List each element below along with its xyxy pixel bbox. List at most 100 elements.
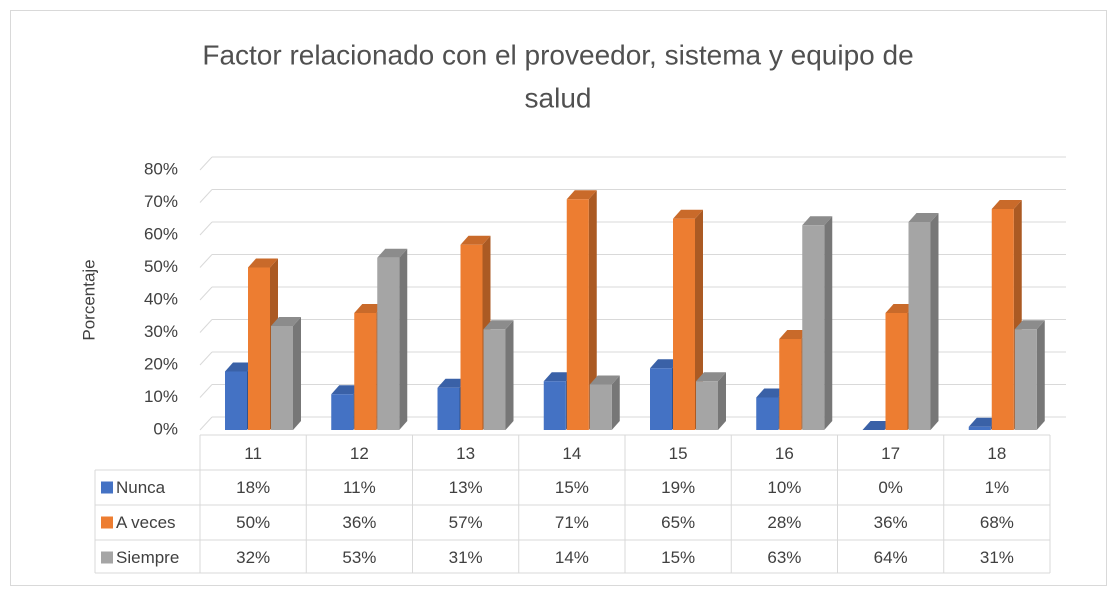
- legend-label: Siempre: [116, 548, 179, 567]
- y-axis-label: Porcentaje: [79, 259, 98, 340]
- bar-top: [460, 235, 491, 245]
- y-tick-label: 10%: [144, 387, 178, 406]
- bar-top: [756, 388, 787, 398]
- y-tick-label: 70%: [144, 192, 178, 211]
- table-value: 36%: [874, 513, 908, 532]
- bar-top: [566, 190, 597, 200]
- grid-line: [199, 156, 213, 171]
- table-value: 1%: [985, 478, 1010, 497]
- x-tick-label: 12: [350, 444, 369, 463]
- bar: [566, 199, 589, 430]
- bar: [885, 313, 908, 430]
- bar-side: [718, 372, 726, 430]
- legend-swatch: [101, 551, 113, 564]
- table-value: 32%: [236, 548, 270, 567]
- bar-top: [673, 209, 703, 219]
- bar-side: [611, 375, 620, 430]
- bar: [696, 381, 718, 430]
- x-tick-label: 11: [244, 444, 262, 463]
- x-tick-label: 18: [987, 444, 1006, 463]
- table-value: 31%: [980, 548, 1014, 567]
- bar-top: [354, 304, 385, 313]
- table-value: 63%: [767, 548, 801, 567]
- bar-top: [589, 375, 620, 385]
- bar-top: [331, 385, 362, 395]
- bar-top: [437, 378, 468, 388]
- bar: [483, 329, 506, 430]
- bar-top: [377, 248, 408, 258]
- bar-side: [824, 216, 833, 430]
- grid-line: [199, 221, 213, 236]
- grid-line: [199, 384, 213, 398]
- bar: [802, 225, 825, 430]
- bar: [377, 257, 400, 430]
- table-value: 36%: [342, 513, 376, 532]
- bar: [225, 371, 247, 430]
- legend-label: Nunca: [116, 478, 166, 497]
- y-tick-label: 0%: [153, 419, 178, 438]
- bar: [673, 218, 695, 430]
- bar: [437, 387, 460, 430]
- table-value: 68%: [980, 513, 1014, 532]
- bar-top: [696, 372, 726, 382]
- x-tick-label: 13: [456, 444, 475, 463]
- bar: [908, 222, 931, 430]
- bar: [354, 313, 377, 430]
- bar-side: [588, 190, 597, 430]
- bar: [650, 368, 672, 430]
- table-value: 15%: [661, 548, 695, 567]
- bar-side: [505, 320, 514, 430]
- grid-line: [199, 416, 213, 431]
- chart-title: salud: [525, 82, 592, 113]
- grid-line: [199, 254, 213, 268]
- bar-side: [293, 317, 301, 430]
- table-value: 65%: [661, 513, 695, 532]
- legend-swatch: [101, 481, 113, 494]
- table-value: 13%: [449, 478, 483, 497]
- bar-top: [885, 304, 916, 313]
- table-value: 11%: [343, 478, 376, 497]
- bar: [543, 381, 566, 430]
- bar: [460, 244, 483, 430]
- table-value: 64%: [874, 548, 908, 567]
- table-value: 18%: [236, 478, 270, 497]
- table-value: 10%: [767, 478, 801, 497]
- y-tick-label: 20%: [144, 354, 178, 373]
- bar-top: [543, 372, 574, 382]
- x-tick-label: 15: [669, 444, 688, 463]
- table-value: 31%: [449, 548, 483, 567]
- bar-top: [991, 200, 1022, 209]
- table-value: 50%: [236, 513, 270, 532]
- table-value: 53%: [342, 548, 376, 567]
- bar-top: [1014, 320, 1045, 330]
- table-value: 15%: [555, 478, 589, 497]
- table-value: 19%: [661, 478, 695, 497]
- bar-top: [862, 421, 893, 430]
- grid-line: [199, 189, 213, 203]
- x-tick-label: 14: [562, 444, 581, 463]
- bar-top: [225, 362, 255, 372]
- bar: [248, 267, 270, 430]
- bar: [991, 209, 1014, 430]
- bar: [756, 397, 779, 430]
- bar-top: [802, 216, 833, 226]
- bar-side: [695, 209, 703, 430]
- bar: [589, 384, 612, 430]
- table-value: 71%: [555, 513, 589, 532]
- y-tick-label: 50%: [144, 257, 178, 276]
- bar-top: [908, 213, 939, 222]
- table-value: 0%: [878, 478, 903, 497]
- bar-side: [930, 213, 939, 430]
- bar-top: [248, 258, 278, 268]
- y-tick-label: 30%: [144, 322, 178, 341]
- bar-top: [968, 417, 999, 427]
- table-value: 57%: [449, 513, 483, 532]
- bar: [968, 426, 991, 430]
- bar-top: [483, 320, 514, 330]
- table-value: 28%: [767, 513, 801, 532]
- bar: [331, 394, 354, 430]
- bar: [1014, 329, 1037, 430]
- legend-label: A veces: [116, 513, 176, 532]
- bar: [779, 339, 802, 430]
